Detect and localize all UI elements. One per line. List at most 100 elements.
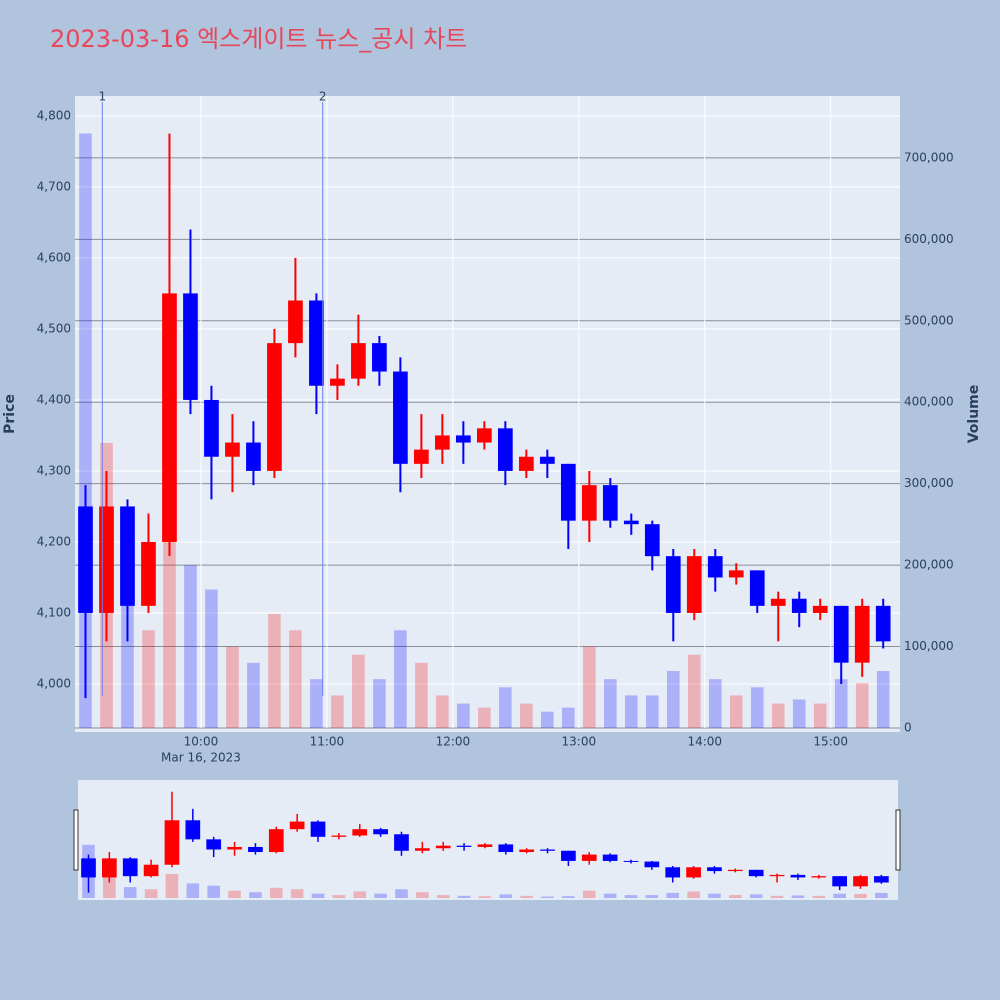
range-candle-body [790, 874, 806, 878]
range-volume-bar [520, 895, 533, 898]
volume-bar [708, 679, 722, 728]
range-volume-bar [770, 895, 784, 898]
volume-bar [142, 630, 155, 728]
candle-body [183, 293, 198, 400]
candle-body [791, 598, 807, 613]
range-volume-bar [791, 895, 805, 898]
range-candle-body [581, 854, 597, 861]
range-volume-bar [812, 895, 826, 898]
x-tick-label: 10:00 [184, 735, 219, 749]
range-candle-body [143, 864, 159, 877]
range-candle-body [769, 874, 785, 877]
y-axis-label: Price [2, 394, 18, 434]
volume-bar [625, 695, 638, 728]
range-volume-bar [207, 885, 220, 898]
volume-bar [331, 695, 344, 728]
volume-bar [604, 679, 617, 728]
volume-bar [373, 679, 386, 728]
candle-body [435, 435, 450, 450]
range-candle-body [248, 846, 263, 853]
candle-body [770, 598, 786, 606]
candle-body [602, 485, 618, 521]
volume-bar [310, 679, 323, 728]
candle-body [225, 442, 240, 457]
volume-bar [687, 654, 701, 728]
candle-body [309, 300, 324, 386]
range-slider[interactable] [78, 780, 898, 900]
range-volume-bar [499, 894, 513, 898]
plot-area [75, 96, 900, 732]
volume-bar [855, 683, 869, 728]
candle-body [497, 428, 513, 471]
range-handle[interactable] [895, 809, 901, 871]
volume-bar [226, 646, 239, 728]
range-candle-body [853, 876, 868, 887]
range-candle-body [748, 869, 764, 877]
candle-body [141, 541, 156, 606]
range-candle-body [164, 820, 180, 865]
range-candle-body [352, 829, 368, 836]
candle-body [539, 456, 555, 464]
range-candle-body [540, 849, 555, 851]
range-candle-body [644, 861, 660, 868]
x-tick-label: 15:00 [813, 735, 848, 749]
candle-body [120, 506, 135, 606]
range-volume-bar [749, 894, 763, 898]
range-candle-body [456, 845, 472, 847]
x-sublabel: Mar 16, 2023 [161, 751, 241, 765]
range-volume-bar [186, 883, 200, 898]
range-candle-body [561, 850, 576, 861]
range-volume-bar [603, 893, 617, 898]
candle-body [477, 428, 492, 443]
range-candle-body [602, 854, 618, 861]
y2-tick-label: 100,000 [904, 639, 954, 653]
range-volume-bar [645, 895, 659, 898]
volume-bar [184, 565, 197, 728]
range-volume-bar [687, 891, 700, 898]
range-volume-bar [478, 896, 492, 898]
range-candle-body [623, 860, 639, 862]
x-tick-label: 14:00 [687, 735, 722, 749]
volume-bar [645, 695, 659, 728]
candle-body [414, 449, 429, 464]
range-candle-body [686, 867, 701, 878]
volume-bar [834, 679, 848, 728]
y-tick-label: 4,400 [37, 392, 71, 406]
range-handle[interactable] [73, 809, 79, 871]
range-candle-body [206, 839, 222, 850]
candle-body [707, 556, 723, 578]
range-volume-bar [269, 887, 283, 898]
range-volume-bar [103, 872, 116, 898]
candle-body [833, 605, 849, 663]
volume-bar [121, 605, 134, 728]
range-candle-body [394, 834, 409, 851]
volume-bar [813, 703, 827, 728]
volume-bar [583, 646, 596, 728]
annotation-label: 1 [98, 90, 106, 104]
candle-body [665, 556, 681, 613]
annotation-label: 2 [319, 90, 327, 104]
range-volume-bar [249, 892, 262, 898]
range-candle-body [268, 829, 284, 853]
volume-bar [520, 703, 533, 728]
range-candle-body [665, 867, 681, 878]
candle-body [854, 605, 870, 663]
range-volume-bar [395, 889, 408, 898]
range-candle-body [519, 849, 535, 853]
y-tick-label: 4,600 [37, 250, 71, 264]
volume-bar [457, 703, 470, 728]
volume-bar [352, 654, 365, 728]
range-candle-body [477, 844, 493, 847]
volume-bar [268, 613, 281, 728]
range-volume-bar [708, 893, 721, 898]
range-candle-body [811, 876, 827, 878]
range-candle-body [435, 845, 451, 849]
candle-body [560, 463, 576, 521]
range-volume-bar [416, 892, 429, 898]
candle-body [644, 524, 660, 557]
range-volume-bar [290, 889, 304, 898]
volume-bar [415, 662, 428, 728]
y-tick-label: 4,200 [37, 534, 71, 548]
candle-body [78, 506, 93, 613]
